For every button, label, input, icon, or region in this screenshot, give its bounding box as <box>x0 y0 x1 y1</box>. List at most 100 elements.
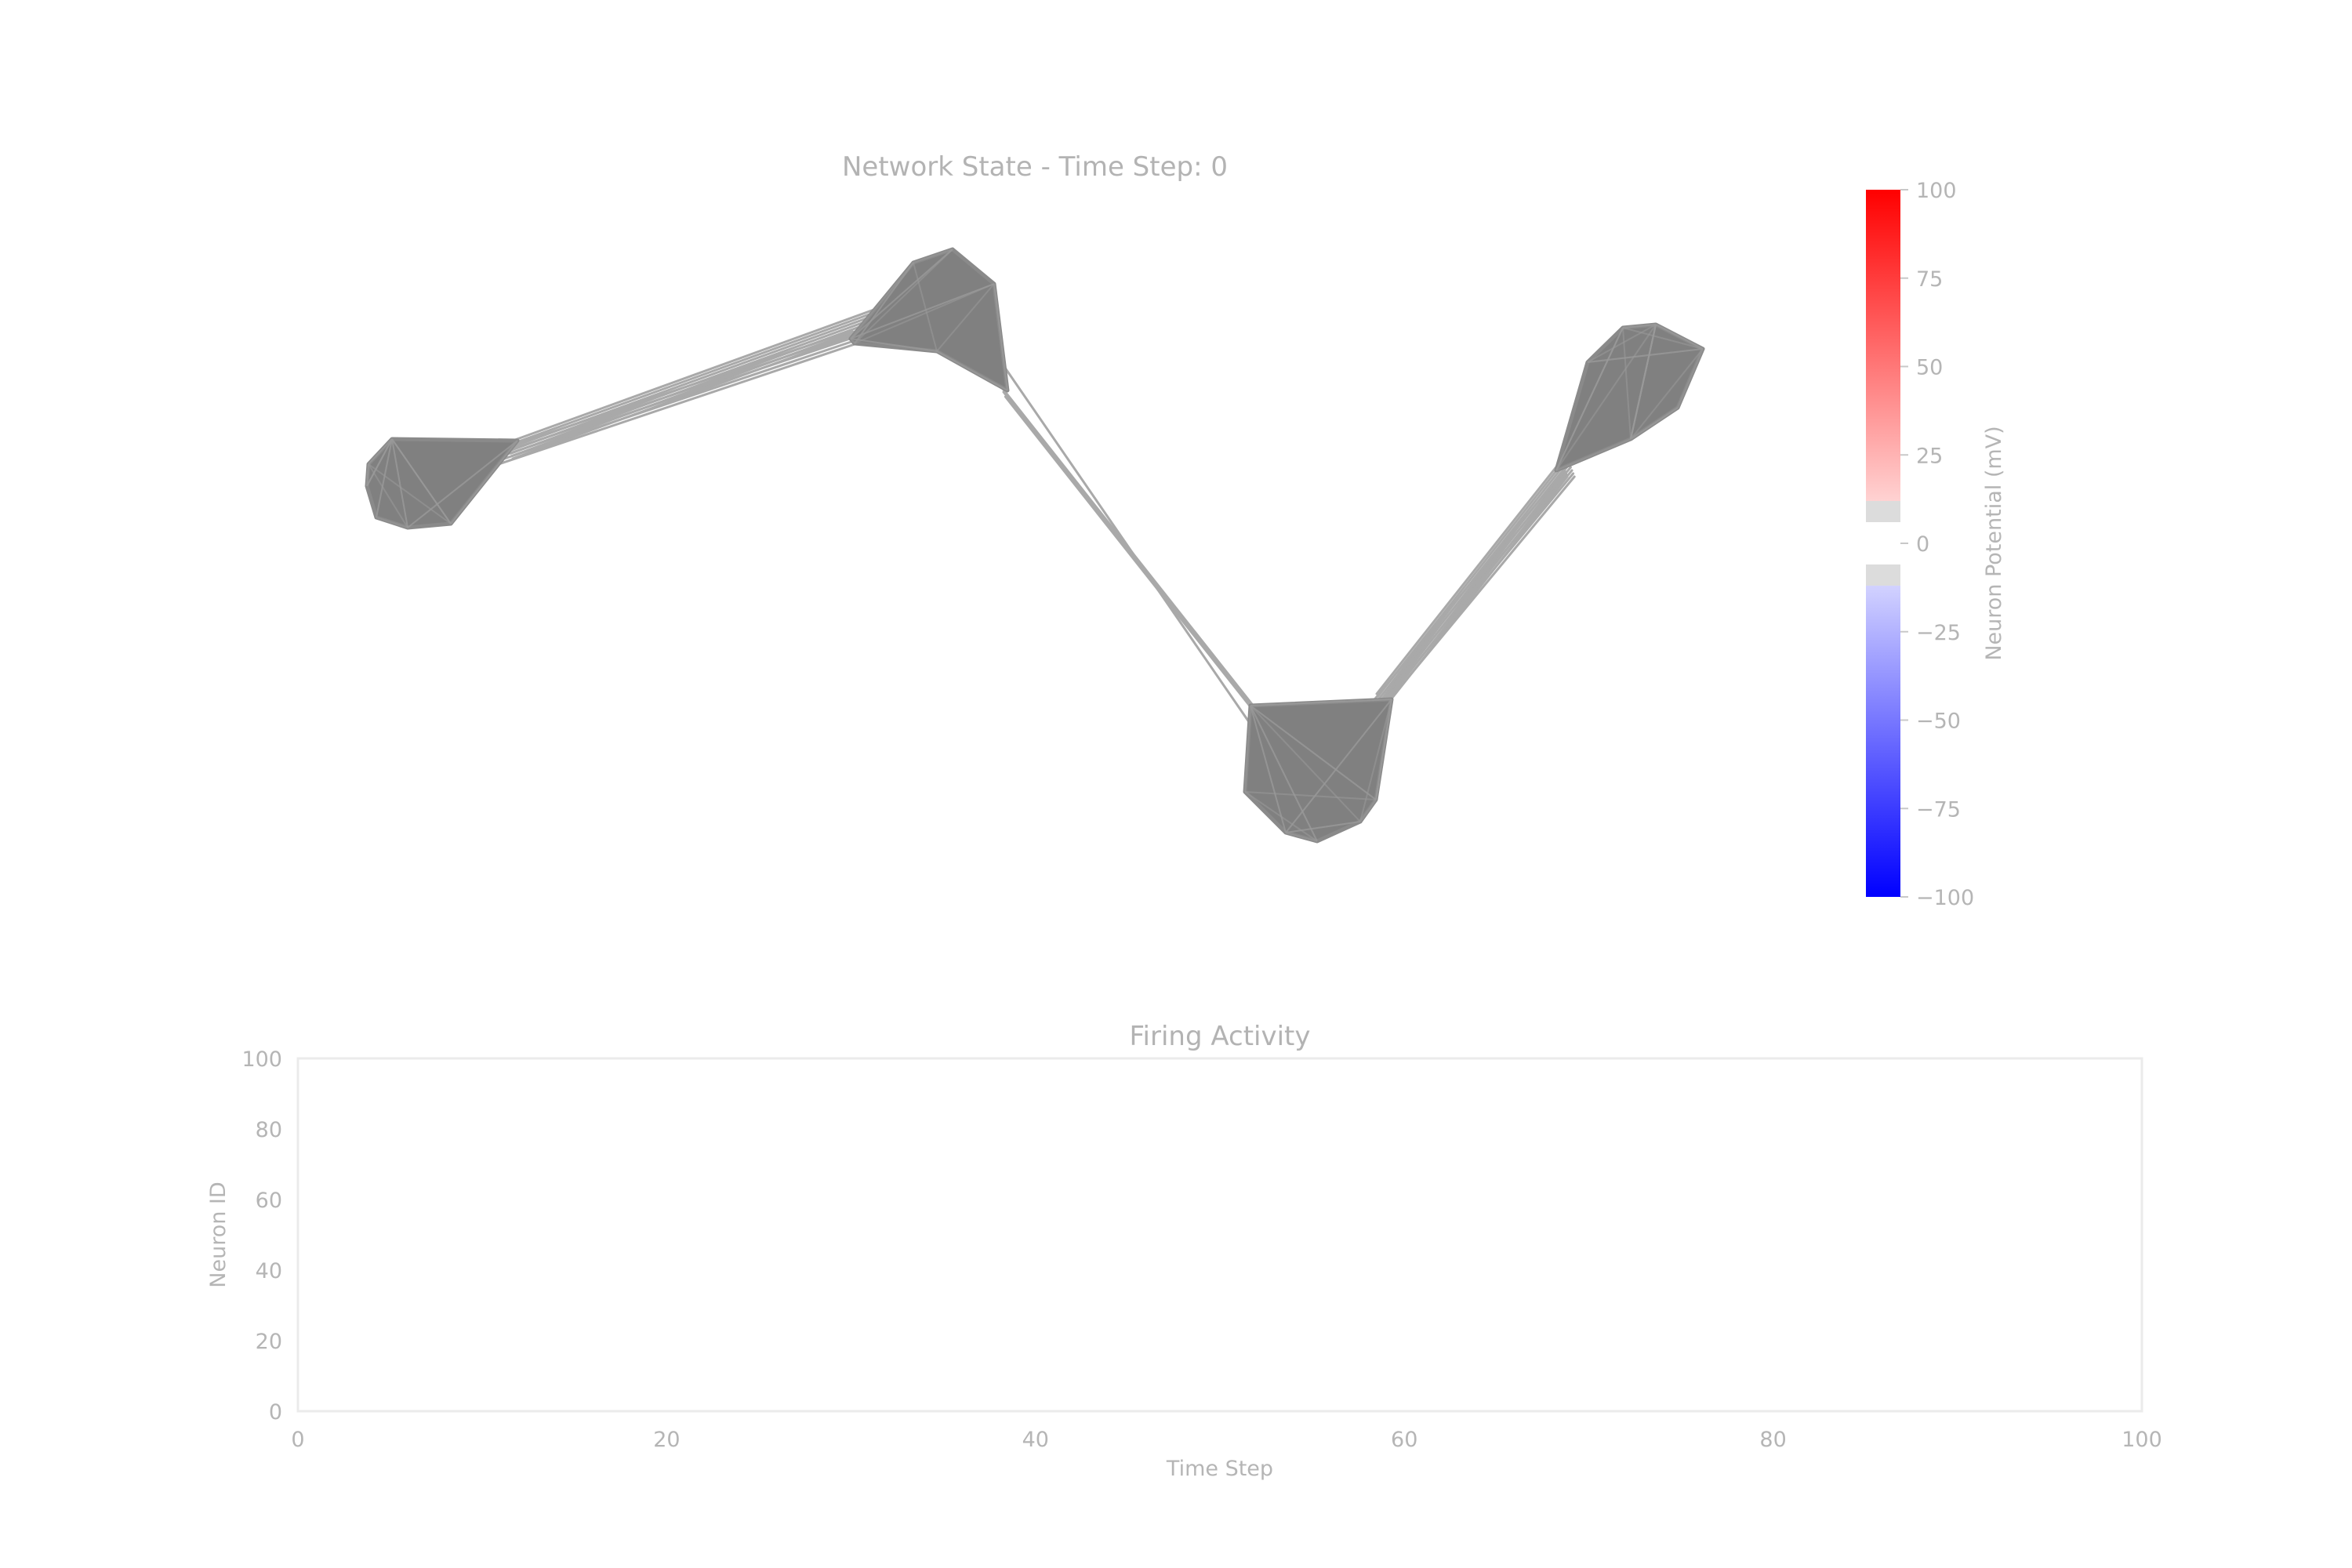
cluster-edge <box>1630 348 1704 440</box>
network-edge <box>982 336 1272 754</box>
cluster-edge <box>1250 705 1287 833</box>
cluster-edge <box>368 463 408 528</box>
cluster-edge <box>368 438 393 465</box>
raster-x-tick-label: 100 <box>2122 1428 2162 1452</box>
colorbar-tick-label: −100 <box>1916 886 1974 910</box>
raster-x-tick-label: 80 <box>1759 1428 1786 1452</box>
network-title: Network State - Time Step: 0 <box>842 151 1228 183</box>
neuron-cluster <box>1243 697 1394 844</box>
cluster-edge <box>1250 705 1377 800</box>
cluster-edge <box>366 463 369 487</box>
colorbar-tick-label: −25 <box>1916 621 1961 645</box>
network-edge <box>1004 395 1258 716</box>
raster-frame <box>296 1057 2143 1413</box>
cluster-edge <box>1622 327 1704 350</box>
cluster-edge <box>936 283 995 352</box>
raster-y-ticks: 0 20 40 60 80 100 <box>241 1047 282 1425</box>
colorbar-tick-label: −50 <box>1916 710 1961 734</box>
cluster-edge <box>1285 821 1361 833</box>
cluster-edge <box>376 517 408 528</box>
colorbar-tick-label: 100 <box>1916 179 1957 203</box>
neuron-clusters <box>365 247 1705 844</box>
network-edge <box>510 310 913 458</box>
colorbar-label: Neuron Potential (mV) <box>1982 426 2006 660</box>
colorbar-tick-label: −75 <box>1916 797 1961 822</box>
cluster-edge <box>1587 324 1657 363</box>
cluster-edge <box>936 350 1008 391</box>
network-edges <box>490 296 1576 754</box>
cluster-edge <box>850 338 938 352</box>
cluster-edge <box>1244 791 1377 800</box>
cluster-edge <box>1244 705 1251 793</box>
network-edge <box>1002 390 1256 711</box>
network-edge <box>1360 463 1571 717</box>
cluster-edge <box>366 438 393 487</box>
raster-y-tick-label: 20 <box>256 1330 282 1354</box>
network-plot: Network State - Time Step: 0 <box>365 151 1705 844</box>
raster-xlabel: Time Step <box>1166 1457 1273 1481</box>
cluster-edge <box>850 249 953 339</box>
raster-ylabel: Neuron ID <box>206 1181 230 1287</box>
network-edge <box>505 296 908 445</box>
cluster-edge <box>1285 699 1392 833</box>
cluster-edge <box>1359 699 1392 822</box>
network-edge <box>491 332 855 457</box>
cluster-edge <box>1250 705 1361 822</box>
cluster-edge <box>391 438 452 524</box>
raster-x-ticks: 0 20 40 60 80 100 <box>291 1428 2161 1452</box>
cluster-edge <box>993 283 1008 391</box>
cluster-edge <box>1555 327 1624 471</box>
raster-y-tick-label: 40 <box>256 1259 282 1283</box>
colorbar-tick-label: 0 <box>1916 532 1929 557</box>
cluster-edge <box>1250 705 1318 842</box>
raster-x-tick-label: 40 <box>1022 1428 1049 1452</box>
colorbar-ticks: 100 75 50 25 0 −25 −50 −75 −100 <box>1900 179 1974 910</box>
raster-x-tick-label: 60 <box>1391 1428 1417 1452</box>
cluster-edge <box>913 262 938 352</box>
cluster-edge <box>850 262 914 339</box>
network-edge <box>1364 472 1575 726</box>
cluster-edge <box>850 283 995 339</box>
cluster-edge <box>407 440 518 528</box>
network-edge <box>495 342 858 466</box>
cluster-edge <box>1375 699 1392 800</box>
network-edge <box>490 329 854 454</box>
cluster-edge <box>450 440 518 524</box>
cluster-edge <box>854 262 914 344</box>
raster-y-tick-label: 0 <box>269 1400 282 1425</box>
neuron-cluster <box>1554 322 1705 473</box>
cluster-edge <box>1622 324 1657 328</box>
cluster-edge <box>1630 407 1679 440</box>
cluster-edge <box>854 283 995 344</box>
raster-y-tick-label: 60 <box>256 1189 282 1213</box>
cluster-edge <box>1677 348 1704 408</box>
raster-x-tick-label: 20 <box>653 1428 680 1452</box>
colorbar: 100 75 50 25 0 −25 −50 −75 −100 Neuron Potential… <box>1866 179 2006 910</box>
network-edge <box>1361 466 1572 720</box>
network-edge <box>494 339 858 463</box>
network-edge <box>1363 469 1573 723</box>
cluster-edge <box>1587 348 1704 363</box>
cluster-edge <box>1622 327 1632 440</box>
cluster-edge <box>1555 438 1632 471</box>
colorbar-gradient <box>1866 190 1900 897</box>
cluster-edge <box>1630 324 1657 440</box>
raster-y-tick-label: 100 <box>241 1047 282 1072</box>
cluster-edge <box>913 249 953 263</box>
cluster-edge <box>391 438 408 528</box>
raster-y-tick-label: 80 <box>256 1118 282 1142</box>
cluster-edge <box>368 463 452 524</box>
cluster-edge <box>1359 799 1377 822</box>
raster-title: Firing Activity <box>1129 1021 1310 1052</box>
network-edge <box>506 299 909 447</box>
colorbar-tick-label: 25 <box>1916 444 1943 468</box>
cluster-edge <box>1555 324 1657 471</box>
raster-x-tick-label: 0 <box>291 1428 304 1452</box>
cluster-edge <box>376 438 393 518</box>
cluster-edge <box>1285 832 1318 842</box>
cluster-edge <box>854 249 953 344</box>
network-edge <box>1375 459 1563 695</box>
colorbar-tick-label: 75 <box>1916 267 1943 292</box>
network-edge <box>1365 475 1576 729</box>
